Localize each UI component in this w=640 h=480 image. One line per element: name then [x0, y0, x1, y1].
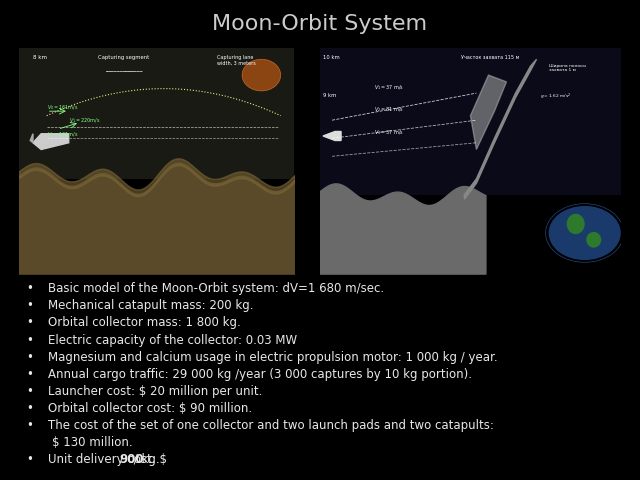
Text: $V_2 = 81$ m/s: $V_2 = 81$ m/s [374, 105, 404, 114]
Polygon shape [323, 132, 341, 141]
Text: •: • [26, 316, 33, 329]
Text: •: • [26, 419, 33, 432]
Text: •: • [26, 402, 33, 415]
Text: 8 km: 8 km [33, 55, 47, 60]
Text: Electric capacity of the collector: 0.03 MW: Electric capacity of the collector: 0.03… [48, 334, 297, 347]
Text: •: • [26, 453, 33, 466]
Text: •: • [26, 300, 33, 312]
Text: Ширина полосы
захвата 1 м: Ширина полосы захвата 1 м [548, 64, 586, 72]
Text: •: • [26, 368, 33, 381]
Ellipse shape [586, 232, 601, 248]
Circle shape [242, 60, 280, 91]
Text: $ 130 million.: $ 130 million. [52, 436, 133, 449]
Text: Capturing lane
width, 3 meters: Capturing lane width, 3 meters [218, 55, 256, 66]
Text: $g = 1.62$ m/s$^2$: $g = 1.62$ m/s$^2$ [540, 91, 571, 102]
Text: •: • [26, 350, 33, 364]
Text: Moon-Orbit System: Moon-Orbit System [212, 14, 428, 34]
Text: Annual cargo traffic: 29 000 kg /year (3 000 captures by 10 kg portion).: Annual cargo traffic: 29 000 kg /year (3… [48, 368, 472, 381]
Text: 10 km: 10 km [323, 55, 340, 60]
Text: $V_1=220$m/s: $V_1=220$m/s [68, 117, 100, 125]
Text: Unit delivery cost: $: Unit delivery cost: $ [48, 453, 171, 466]
Text: 900: 900 [119, 453, 143, 466]
Text: $V_0=161$m/s: $V_0=161$m/s [47, 103, 78, 112]
Text: $V_3 = 37$ m/s: $V_3 = 37$ m/s [374, 128, 404, 137]
Polygon shape [33, 134, 68, 150]
Ellipse shape [566, 214, 585, 234]
Polygon shape [470, 75, 506, 150]
Text: Mechanical catapult mass: 200 kg.: Mechanical catapult mass: 200 kg. [48, 300, 253, 312]
Text: Launcher cost: $ 20 million per unit.: Launcher cost: $ 20 million per unit. [48, 385, 262, 398]
Text: $V_1 = 37$ m/s: $V_1 = 37$ m/s [374, 83, 404, 92]
Bar [19, 48, 294, 179]
Bar [320, 48, 621, 195]
Text: Orbital collector cost: $ 90 million.: Orbital collector cost: $ 90 million. [48, 402, 252, 415]
Text: •: • [26, 282, 33, 295]
Text: Участок захвата 115 м: Участок захвата 115 м [461, 55, 520, 60]
Text: ─────────────: ───────────── [105, 68, 143, 73]
Polygon shape [30, 134, 33, 143]
Text: 9 km: 9 km [323, 93, 337, 98]
Text: Basic model of the Moon-Orbit system: dV=1 680 m/sec.: Basic model of the Moon-Orbit system: dV… [48, 282, 384, 295]
Text: The cost of the set of one collector and two launch pads and two catapults:: The cost of the set of one collector and… [48, 419, 494, 432]
Text: Magnesium and calcium usage in electric propulsion motor: 1 000 kg / year.: Magnesium and calcium usage in electric … [48, 350, 498, 364]
Text: •: • [26, 334, 33, 347]
Polygon shape [465, 60, 536, 199]
Text: Orbital collector mass: 1 800 kg.: Orbital collector mass: 1 800 kg. [48, 316, 241, 329]
Text: / kg.: / kg. [129, 453, 159, 466]
Text: •: • [26, 385, 33, 398]
Text: $V_2=161$m/s: $V_2=161$m/s [47, 130, 78, 139]
Text: Capturing segment: Capturing segment [98, 55, 149, 60]
Circle shape [548, 206, 621, 260]
